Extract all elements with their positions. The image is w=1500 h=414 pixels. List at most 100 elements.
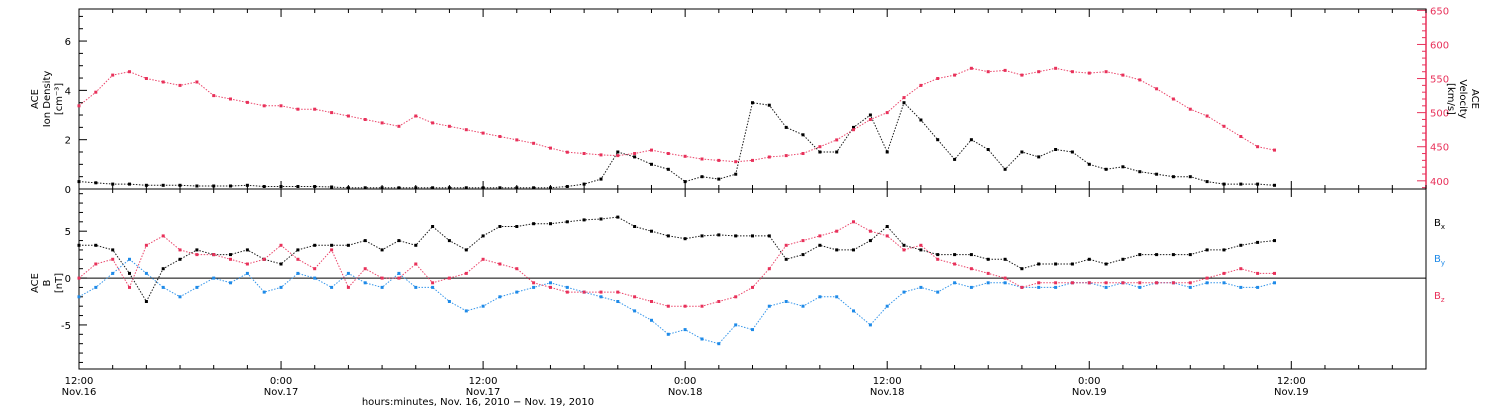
legend-by: By (1434, 254, 1445, 267)
bz-point (902, 248, 906, 252)
velocity-point (481, 131, 485, 135)
bottom-left-ylabel-line2: B (42, 279, 53, 286)
bx-point (784, 257, 788, 261)
bx-point (1239, 243, 1243, 247)
by-point (431, 285, 435, 289)
velocity-point (784, 154, 788, 158)
x-tick-date: Nov.19 (1072, 387, 1107, 398)
density-point (1104, 167, 1108, 171)
x-tick-date: Nov.19 (1274, 387, 1309, 398)
bz-point (919, 243, 923, 247)
bz-point (481, 257, 485, 261)
bz-point (835, 229, 839, 233)
density-point (852, 125, 855, 129)
velocity-point (94, 90, 98, 94)
velocity-trace (78, 67, 1275, 163)
x-tick-date: Nov.18 (668, 387, 703, 398)
bx-point (1003, 257, 1007, 261)
density-point (1239, 182, 1243, 186)
bz-point (1171, 281, 1175, 285)
x-tick-time: 0:00 (270, 376, 292, 387)
by-point (1273, 281, 1276, 285)
density-point (767, 103, 771, 107)
velocity-point (616, 154, 620, 158)
density-point (262, 185, 266, 188)
bz-point (1273, 271, 1276, 275)
bz-point (262, 257, 266, 261)
by-point (515, 290, 519, 294)
bx-point (1054, 262, 1058, 266)
by-point (313, 276, 317, 280)
top-right-ylabel-line2: Velocity (1457, 79, 1468, 118)
bz-point (1239, 267, 1243, 271)
velocity-point (77, 104, 81, 108)
density-point (1171, 175, 1175, 179)
density-point (397, 186, 401, 190)
density-point (77, 180, 81, 184)
by-point (717, 342, 721, 346)
top-left-ylabel-line3: [cm⁻³] (54, 83, 65, 115)
density-point (313, 185, 317, 188)
density-point (414, 186, 418, 190)
bz-point (1205, 276, 1209, 280)
velocity-point (666, 152, 670, 155)
x-tick-date: Nov.17 (466, 387, 501, 398)
bx-point (1171, 253, 1175, 257)
bx-point (229, 253, 232, 257)
bz-point (784, 243, 788, 247)
bz-point (447, 276, 451, 280)
by-point (902, 290, 906, 294)
bx-point (818, 243, 822, 247)
bz-point (969, 267, 973, 271)
by-point (161, 285, 165, 289)
bx-point (313, 243, 317, 247)
density-point (178, 183, 182, 187)
bz-point (683, 304, 687, 308)
bz-point (633, 295, 637, 299)
velocity-point (734, 160, 738, 164)
bz-point (313, 267, 317, 271)
x-tick-time: 12:00 (873, 376, 902, 387)
legend-by-main: B (1434, 254, 1441, 265)
bz-point (161, 234, 165, 238)
density-point (919, 118, 923, 122)
velocity-point (1121, 73, 1125, 77)
by-point (330, 285, 334, 289)
bx-point (885, 225, 889, 228)
top-right-ylabel: ACE Velocity [km/s] (1445, 79, 1480, 118)
velocity-point (1003, 68, 1007, 72)
density-point (1054, 148, 1058, 151)
density-point (1222, 182, 1226, 186)
bz-point (363, 267, 367, 271)
by-point (178, 295, 182, 299)
bz-point (498, 262, 502, 266)
top-left-tick-label: 6 (65, 37, 71, 48)
velocity-point (161, 80, 165, 84)
bz-point (94, 262, 98, 266)
by-point (936, 290, 940, 294)
by-point (633, 309, 637, 313)
velocity-point (1087, 71, 1091, 75)
bx-point (447, 239, 451, 243)
by-point (1003, 281, 1007, 285)
by-point (481, 304, 485, 308)
bz-point (1020, 285, 1024, 289)
bz-point (346, 285, 350, 289)
bx-point (565, 220, 569, 224)
velocity-point (464, 128, 468, 132)
bx-point (919, 248, 923, 252)
velocity-point (1020, 73, 1024, 77)
bx-point (279, 262, 283, 266)
velocity-point (582, 152, 586, 155)
bz-point (397, 276, 401, 280)
top-left-tick-label: 0 (65, 185, 71, 196)
by-point (751, 328, 754, 332)
by-point (1104, 285, 1108, 289)
bz-point (986, 271, 990, 275)
by-point (801, 304, 805, 308)
velocity-point (919, 83, 923, 87)
top-right-tick-label: 650 (1430, 6, 1449, 17)
bx-point (717, 233, 721, 237)
velocity-point (1037, 70, 1041, 74)
density-point (1256, 182, 1260, 186)
